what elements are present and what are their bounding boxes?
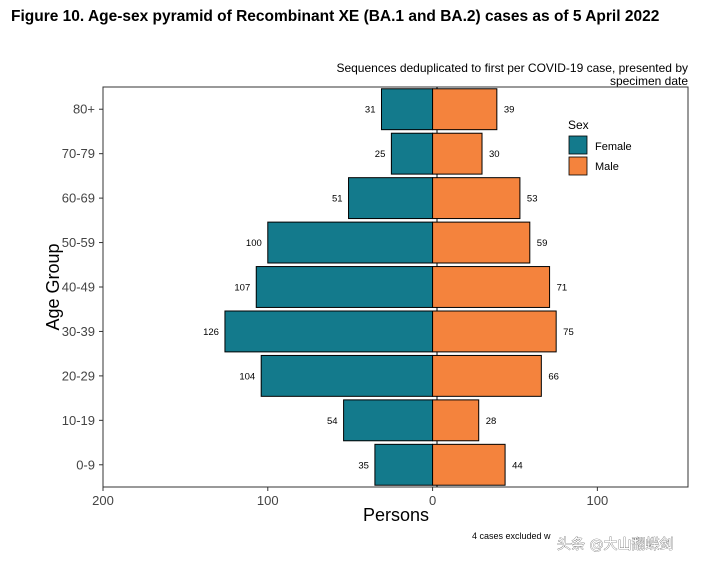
y-tick-label-50-59: 50-59 [62, 235, 95, 250]
bars-layer [224, 88, 557, 486]
legend-swatch-male [568, 156, 588, 176]
bar-male-50-59 [432, 221, 531, 264]
bar-male-10-19 [432, 399, 480, 442]
bar-female-30-39 [224, 310, 434, 353]
data-label-female-50-59: 100 [246, 238, 262, 249]
y-tick-label-30-39: 30-39 [62, 324, 95, 339]
y-tick-label-40-49: 40-49 [62, 280, 95, 295]
bar-male-60-69 [432, 177, 521, 220]
legend: Sex Female Male [568, 118, 632, 176]
y-tick-label-0-9: 0-9 [76, 457, 95, 472]
x-tick-label-1: 100 [257, 493, 279, 508]
data-label-female-30-39: 126 [203, 327, 219, 338]
data-label-female-20-29: 104 [239, 371, 255, 382]
bar-male-80plus [432, 88, 498, 131]
y-tick-label-60-69: 60-69 [62, 191, 95, 206]
chart-subtitle-line-2: specimen date [610, 74, 688, 88]
x-tick-label-0: 200 [92, 493, 114, 508]
chart-caption: 4 cases excluded w [472, 531, 551, 541]
watermark-text: 头条 @大山翻蝶剑 [557, 536, 673, 553]
chart-title: Figure 10. Age-sex pyramid of Recombinan… [11, 8, 659, 25]
bar-female-0-9 [374, 443, 434, 486]
data-label-male-40-49: 71 [557, 283, 568, 294]
x-axis: 200 100 0 100 [92, 487, 608, 508]
bar-female-10-19 [343, 399, 434, 442]
y-axis: 0-9 10-19 20-29 30-39 40-49 50-59 60-69 70-79 80… [62, 102, 103, 472]
legend-title: Sex [568, 118, 589, 132]
data-label-male-30-39: 75 [563, 327, 574, 338]
x-axis-title: Persons [363, 505, 429, 525]
y-tick-label-80plus: 80+ [73, 102, 95, 117]
x-tick-label-3: 100 [587, 493, 609, 508]
data-label-male-20-29: 66 [548, 371, 559, 382]
bar-female-70-79 [390, 132, 434, 175]
bar-female-40-49 [255, 266, 434, 308]
data-label-male-60-69: 53 [527, 194, 538, 205]
data-label-male-80plus: 39 [504, 105, 515, 116]
bar-female-20-29 [260, 354, 434, 397]
chart-subtitle-line-1: Sequences deduplicated to first per COVI… [336, 61, 688, 75]
bar-male-0-9 [432, 443, 506, 486]
bar-male-70-79 [432, 132, 483, 175]
data-label-female-70-79: 25 [375, 149, 386, 160]
y-tick-label-70-79: 70-79 [62, 146, 95, 161]
bar-male-30-39 [432, 310, 557, 353]
bar-female-60-69 [348, 177, 434, 220]
x-tick-label-2: 0 [429, 493, 436, 508]
y-tick-label-10-19: 10-19 [62, 413, 95, 428]
data-label-male-50-59: 59 [537, 238, 548, 249]
data-label-male-0-9: 44 [512, 460, 523, 471]
data-label-female-80plus: 31 [365, 105, 376, 116]
data-label-male-10-19: 28 [486, 416, 497, 427]
bar-male-40-49 [432, 266, 551, 308]
data-label-female-40-49: 107 [234, 283, 250, 294]
data-label-female-60-69: 51 [332, 194, 343, 205]
data-labels-layer: 35 54 104 126 107 100 51 25 31 44 28 66 75 71 59 53 30 39 [203, 105, 574, 472]
data-label-female-0-9: 35 [358, 460, 369, 471]
legend-swatch-female [568, 135, 588, 155]
bar-female-80plus [380, 88, 434, 131]
legend-label-female: Female [595, 141, 632, 153]
bar-female-50-59 [267, 221, 434, 264]
y-axis-title: Age Group [43, 243, 63, 330]
data-label-male-70-79: 30 [489, 149, 500, 160]
bar-male-20-29 [432, 354, 542, 397]
legend-label-male: Male [595, 161, 619, 173]
y-tick-label-20-29: 20-29 [62, 368, 95, 383]
data-label-female-10-19: 54 [327, 416, 338, 427]
